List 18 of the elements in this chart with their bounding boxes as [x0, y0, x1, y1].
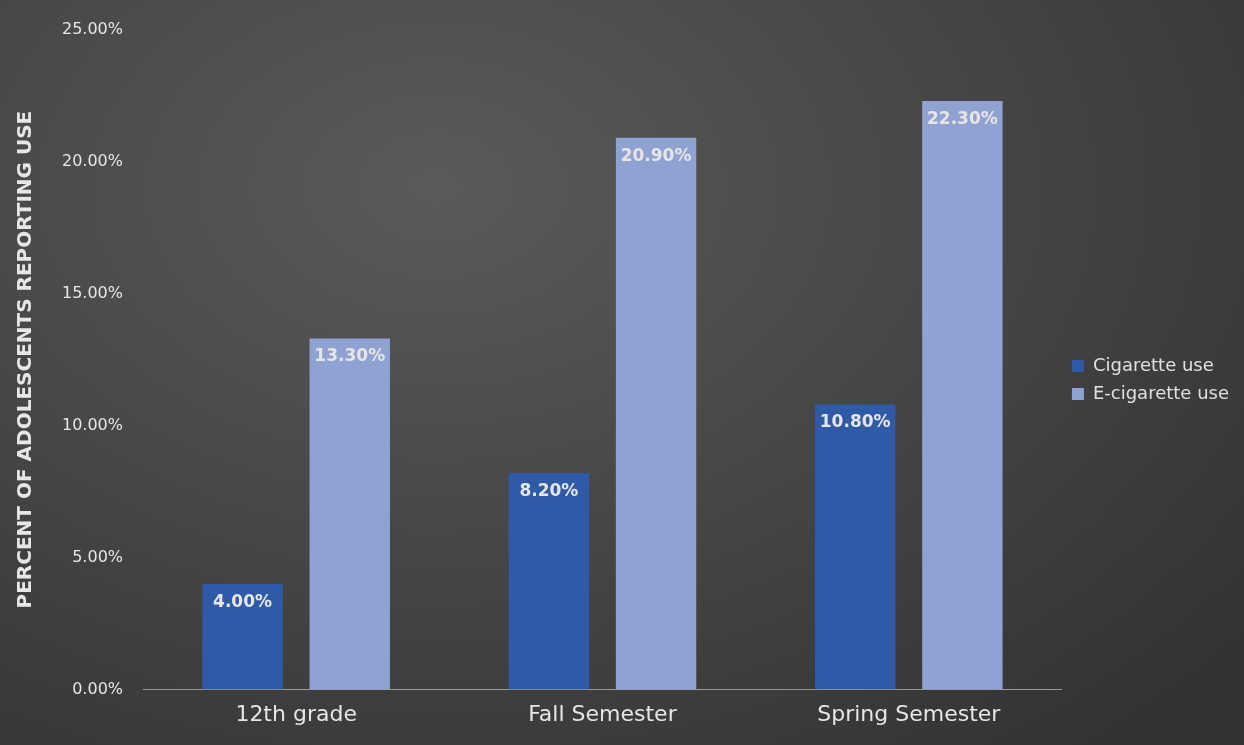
data-label: 8.20%	[519, 480, 579, 501]
legend-label: Cigarette use	[1092, 353, 1214, 375]
y-tick-label: 10.00%	[61, 414, 124, 434]
y-tick-label: 0.00%	[72, 678, 124, 698]
y-tick-label: 25.00%	[61, 18, 124, 38]
x-tick-label: Spring Semester	[817, 700, 1002, 726]
y-tick-label: 15.00%	[61, 282, 124, 302]
data-label: 20.90%	[620, 144, 692, 165]
data-label: 22.30%	[926, 107, 998, 128]
y-axis-title: PERCENT OF ADOLESCENTS REPORTING USE	[12, 110, 37, 609]
data-label: 10.80%	[819, 411, 891, 432]
x-tick-label: 12th grade	[235, 700, 357, 726]
x-tick-label: Fall Semester	[528, 700, 678, 726]
data-label: 4.00%	[213, 590, 273, 611]
y-tick-label: 20.00%	[61, 150, 124, 170]
legend-label: E-cigarette use	[1092, 381, 1230, 403]
data-label: 13.30%	[314, 345, 386, 366]
y-tick-label: 5.00%	[72, 546, 124, 566]
